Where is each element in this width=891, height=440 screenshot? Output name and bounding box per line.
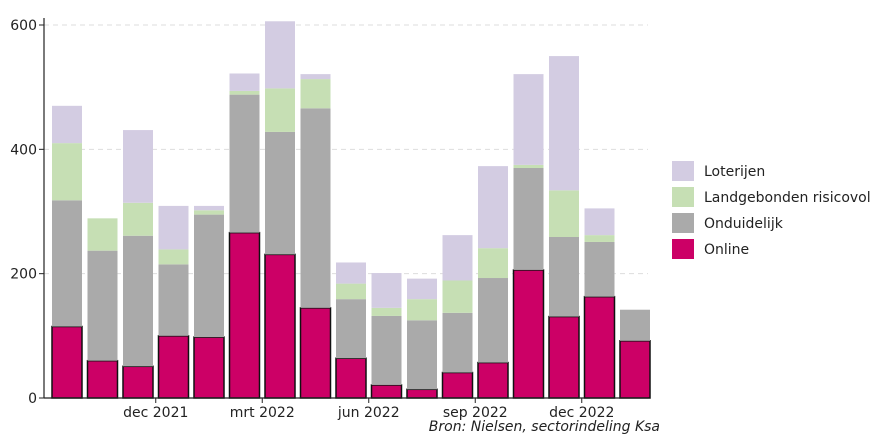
- bar-segment-loterijen: [513, 74, 544, 165]
- bar-segment-onduidelijk: [584, 241, 615, 297]
- bar-segment-onduidelijk: [513, 167, 544, 270]
- bar-segment-onduidelijk: [87, 250, 118, 361]
- bar-segment-onduidelijk: [194, 214, 224, 338]
- legend-swatch: [672, 161, 694, 181]
- legend-swatch: [672, 213, 694, 233]
- bar-segment-landgebonden-risicovol: [194, 210, 224, 215]
- bar-segment-landgebonden-risicovol: [336, 283, 366, 300]
- bar-segment-loterijen: [158, 205, 189, 250]
- bar-segment-loterijen: [265, 21, 295, 89]
- bar-segment-landgebonden-risicovol: [123, 202, 153, 236]
- bar-segment-online: [51, 325, 83, 399]
- legend-swatch: [672, 239, 694, 259]
- bar-segment-loterijen: [549, 56, 579, 191]
- legend-label: Onduidelijk: [704, 216, 784, 232]
- legend-swatch: [672, 187, 694, 207]
- bar-segment-online: [193, 336, 225, 399]
- y-tick-label: 600: [10, 18, 37, 34]
- bar-segment-online: [441, 371, 474, 399]
- bar-segment-landgebonden-risicovol: [52, 143, 82, 201]
- bar-segment-onduidelijk: [229, 94, 260, 233]
- bar-segment-landgebonden-risicovol: [300, 79, 331, 109]
- bar-segment-landgebonden-risicovol: [87, 218, 118, 251]
- bar-segment-online: [370, 384, 403, 399]
- bar-segment-onduidelijk: [620, 309, 650, 341]
- legend-label: Loterijen: [704, 164, 765, 180]
- bar-segment-landgebonden-risicovol: [442, 280, 473, 313]
- bar-segment-online: [86, 359, 119, 399]
- bar-segment-onduidelijk: [300, 108, 331, 308]
- y-tick-labels: 0 200 400 600: [10, 18, 44, 407]
- bar-segment-online: [512, 269, 545, 399]
- bar-segment-online: [157, 335, 190, 399]
- bar-segment-online: [548, 315, 580, 399]
- bar-segment-landgebonden-risicovol: [229, 90, 260, 95]
- legend-label: Online: [704, 242, 749, 258]
- bar-segment-online: [477, 361, 509, 399]
- bar-segment-landgebonden-risicovol: [549, 190, 579, 237]
- axes: [43, 18, 648, 399]
- bar-segment-onduidelijk: [158, 264, 189, 336]
- bar-segment-loterijen: [123, 130, 153, 203]
- bar-segment-onduidelijk: [265, 131, 295, 255]
- bar-segment-loterijen: [407, 278, 437, 300]
- bar-segment-loterijen: [336, 262, 366, 284]
- bar-segment-onduidelijk: [478, 278, 508, 363]
- bar-segment-onduidelijk: [442, 312, 473, 373]
- x-tick-labels: dec 2021 mrt 2022 jun 2022 sep 2022 dec 2022: [123, 398, 614, 421]
- y-tick-label: 400: [10, 142, 37, 158]
- bar-segment-landgebonden-risicovol: [158, 249, 189, 265]
- bar-segment-loterijen: [229, 73, 260, 91]
- x-tick-label: jun 2022: [337, 405, 400, 421]
- bar-segment-online: [406, 388, 438, 399]
- legend-label: Landgebonden risicovol: [704, 190, 871, 206]
- bar-segment-loterijen: [52, 105, 82, 144]
- bar-segment-onduidelijk: [407, 320, 437, 390]
- bar-segment-online: [264, 253, 296, 399]
- y-tick-label: 0: [28, 391, 37, 407]
- x-tick-label: sep 2022: [443, 405, 508, 421]
- bar-segment-loterijen: [442, 235, 473, 281]
- bars: [51, 21, 651, 399]
- bar-segment-onduidelijk: [52, 200, 82, 327]
- x-tick-label: mrt 2022: [230, 405, 295, 421]
- x-tick-label: dec 2021: [123, 405, 188, 421]
- source-note: Bron: Nielsen, sectorindeling Ksa: [429, 419, 660, 435]
- x-tick-label: dec 2022: [549, 405, 614, 421]
- bar-segment-loterijen: [584, 208, 615, 236]
- bar-segment-online: [583, 295, 616, 399]
- bar-segment-landgebonden-risicovol: [584, 235, 615, 242]
- bar-segment-loterijen: [371, 273, 402, 308]
- bar-segment-landgebonden-risicovol: [478, 248, 508, 279]
- bar-segment-online: [299, 307, 332, 399]
- bar-segment-onduidelijk: [549, 236, 579, 317]
- bar-segment-landgebonden-risicovol: [407, 299, 437, 321]
- bar-segment-onduidelijk: [371, 315, 402, 385]
- bar-segment-online: [228, 231, 261, 399]
- y-tick-label: 200: [10, 267, 37, 283]
- bar-segment-landgebonden-risicovol: [513, 164, 544, 168]
- bar-segment-onduidelijk: [123, 235, 153, 367]
- bar-segment-landgebonden-risicovol: [371, 307, 402, 316]
- bar-segment-online: [619, 340, 651, 399]
- legend: Loterijen Landgebonden risicovol Onduideli…: [672, 161, 871, 259]
- bar-segment-loterijen: [478, 166, 508, 249]
- bar-segment-onduidelijk: [336, 299, 366, 359]
- bar-segment-online: [335, 357, 367, 399]
- bar-segment-landgebonden-risicovol: [265, 88, 295, 132]
- bar-segment-loterijen: [300, 74, 331, 80]
- bar-segment-online: [122, 365, 154, 399]
- bar-segment-loterijen: [194, 205, 224, 211]
